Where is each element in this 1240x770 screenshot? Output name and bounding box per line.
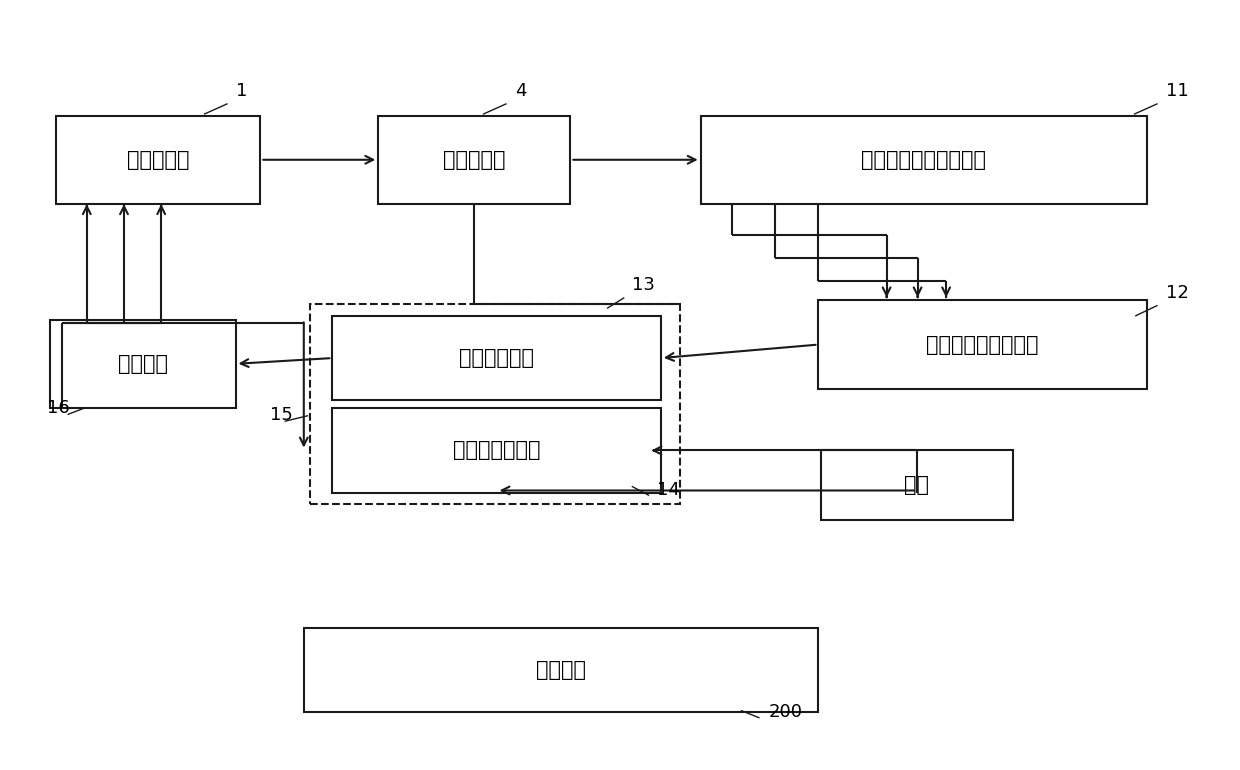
Bar (50, 320, 236, 408)
Text: 200: 200 (769, 704, 802, 721)
Text: 13: 13 (632, 276, 655, 294)
Bar (332, 408, 661, 493)
Text: 15: 15 (270, 406, 293, 424)
Bar (56, 116, 260, 204)
Text: 废热供暖系统: 废热供暖系统 (459, 348, 534, 368)
Text: 16: 16 (47, 400, 69, 417)
Text: 燃料电池堆冷却系统: 燃料电池堆冷却系统 (926, 335, 1039, 354)
Bar (821, 450, 1013, 520)
Text: 电加热供暖系统: 电加热供暖系统 (453, 440, 541, 460)
Bar (818, 300, 1147, 389)
Text: 废气: 废气 (904, 475, 930, 495)
Bar (378, 116, 570, 204)
Text: 控制系统: 控制系统 (536, 660, 587, 680)
Text: 12: 12 (1166, 284, 1188, 302)
Text: 冷介质容器: 冷介质容器 (126, 150, 190, 169)
Text: 泵冷却系统: 泵冷却系统 (443, 150, 506, 169)
Bar (310, 304, 680, 504)
Text: 电源管理系统冷却系统: 电源管理系统冷却系统 (862, 150, 986, 169)
Text: 1: 1 (236, 82, 247, 100)
Bar (304, 628, 818, 712)
Bar (332, 316, 661, 400)
Text: 11: 11 (1166, 82, 1188, 100)
Text: 散热系统: 散热系统 (118, 354, 167, 373)
Text: 14: 14 (657, 481, 680, 499)
Text: 4: 4 (515, 82, 526, 100)
Bar (701, 116, 1147, 204)
